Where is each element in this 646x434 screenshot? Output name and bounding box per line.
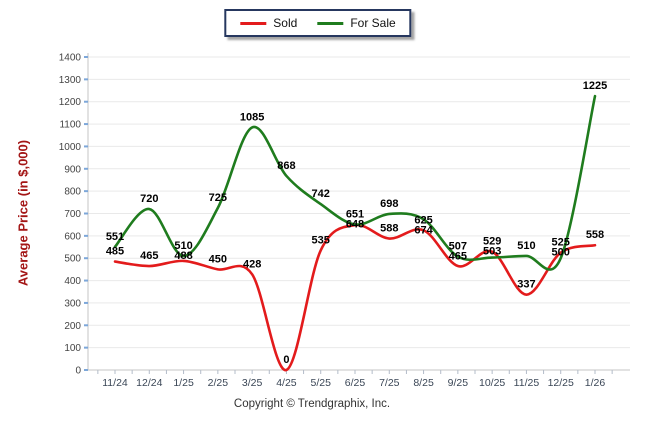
x-tick-label: 2/25 — [208, 377, 229, 389]
for-sale-series-line — [113, 94, 597, 271]
x-tick-label: 6/25 — [345, 377, 366, 389]
x-tick-label: 9/25 — [448, 377, 469, 389]
data-label: 488 — [174, 250, 192, 262]
data-label: 0 — [283, 354, 289, 366]
y-tick-label: 300 — [64, 298, 81, 309]
x-tick-label: 1/25 — [173, 377, 194, 389]
x-tick-label: 11/24 — [102, 377, 128, 389]
x-tick-label: 12/25 — [548, 377, 574, 389]
y-tick-label: 1400 — [59, 53, 82, 64]
data-label: 337 — [517, 279, 535, 291]
data-label: 485 — [106, 246, 124, 258]
x-tick-label: 3/25 — [242, 377, 263, 389]
y-tick-label: 1200 — [59, 97, 82, 108]
data-label: 510 — [517, 240, 535, 252]
y-tick-label: 0 — [75, 366, 81, 377]
data-label: 698 — [380, 198, 398, 210]
y-tick-label: 800 — [64, 187, 81, 198]
data-label: 535 — [312, 234, 330, 246]
for-sale-line-swatch — [317, 21, 344, 25]
data-label: 503 — [483, 246, 501, 258]
legend: Sold For Sale — [224, 9, 412, 37]
data-label: 525 — [552, 237, 570, 249]
data-label: 465 — [449, 251, 467, 263]
data-label: 625 — [414, 214, 432, 226]
y-tick-label: 1300 — [59, 75, 82, 86]
x-tick-label: 7/25 — [379, 377, 400, 389]
data-label: 507 — [449, 241, 467, 253]
x-tick-label: 11/25 — [514, 377, 540, 389]
sold-series-line — [113, 223, 597, 372]
y-tick-label: 1100 — [59, 120, 81, 131]
y-tick-label: 1000 — [59, 142, 82, 153]
data-label: 465 — [140, 250, 158, 262]
y-tick-label: 700 — [64, 209, 81, 220]
data-label: 1225 — [583, 80, 607, 92]
x-tick-label: 5/25 — [310, 377, 331, 389]
data-label: 1085 — [240, 111, 264, 123]
legend-item-for-sale: For Sale — [317, 16, 396, 30]
x-tick-label: 4/25 — [276, 377, 297, 389]
legend-label-sold: Sold — [273, 16, 298, 30]
x-tick-label: 1/26 — [585, 377, 606, 389]
data-label: 725 — [209, 192, 227, 204]
data-label: 558 — [586, 229, 604, 241]
data-label: 742 — [312, 188, 330, 200]
data-label: 648 — [346, 218, 364, 230]
data-label: 588 — [380, 223, 398, 235]
copyright-text: Copyright © Trendgraphix, Inc. — [233, 398, 391, 410]
x-tick-label: 8/25 — [413, 377, 434, 389]
data-label: 551 — [106, 231, 124, 243]
data-label: 428 — [243, 258, 261, 270]
x-tick-label: 12/24 — [136, 377, 162, 389]
legend-label-for-sale: For Sale — [350, 16, 396, 30]
legend-item-sold: Sold — [240, 16, 297, 30]
y-tick-label: 500 — [64, 254, 81, 265]
x-tick-label: 10/25 — [479, 377, 505, 389]
data-label: 510 — [174, 240, 192, 252]
data-label: 720 — [140, 193, 158, 205]
data-label: 529 — [483, 236, 501, 248]
y-tick-label: 600 — [64, 231, 81, 242]
data-label: 500 — [552, 247, 570, 259]
data-label: 450 — [209, 253, 227, 265]
data-label: 674 — [414, 224, 433, 236]
data-label: 868 — [277, 160, 295, 172]
sold-line-swatch — [240, 21, 267, 25]
y-tick-label: 100 — [64, 343, 81, 354]
data-label: 651 — [346, 208, 364, 220]
y-tick-label: 900 — [64, 164, 81, 175]
y-tick-label: 200 — [64, 321, 81, 332]
y-tick-label: 400 — [64, 276, 81, 287]
